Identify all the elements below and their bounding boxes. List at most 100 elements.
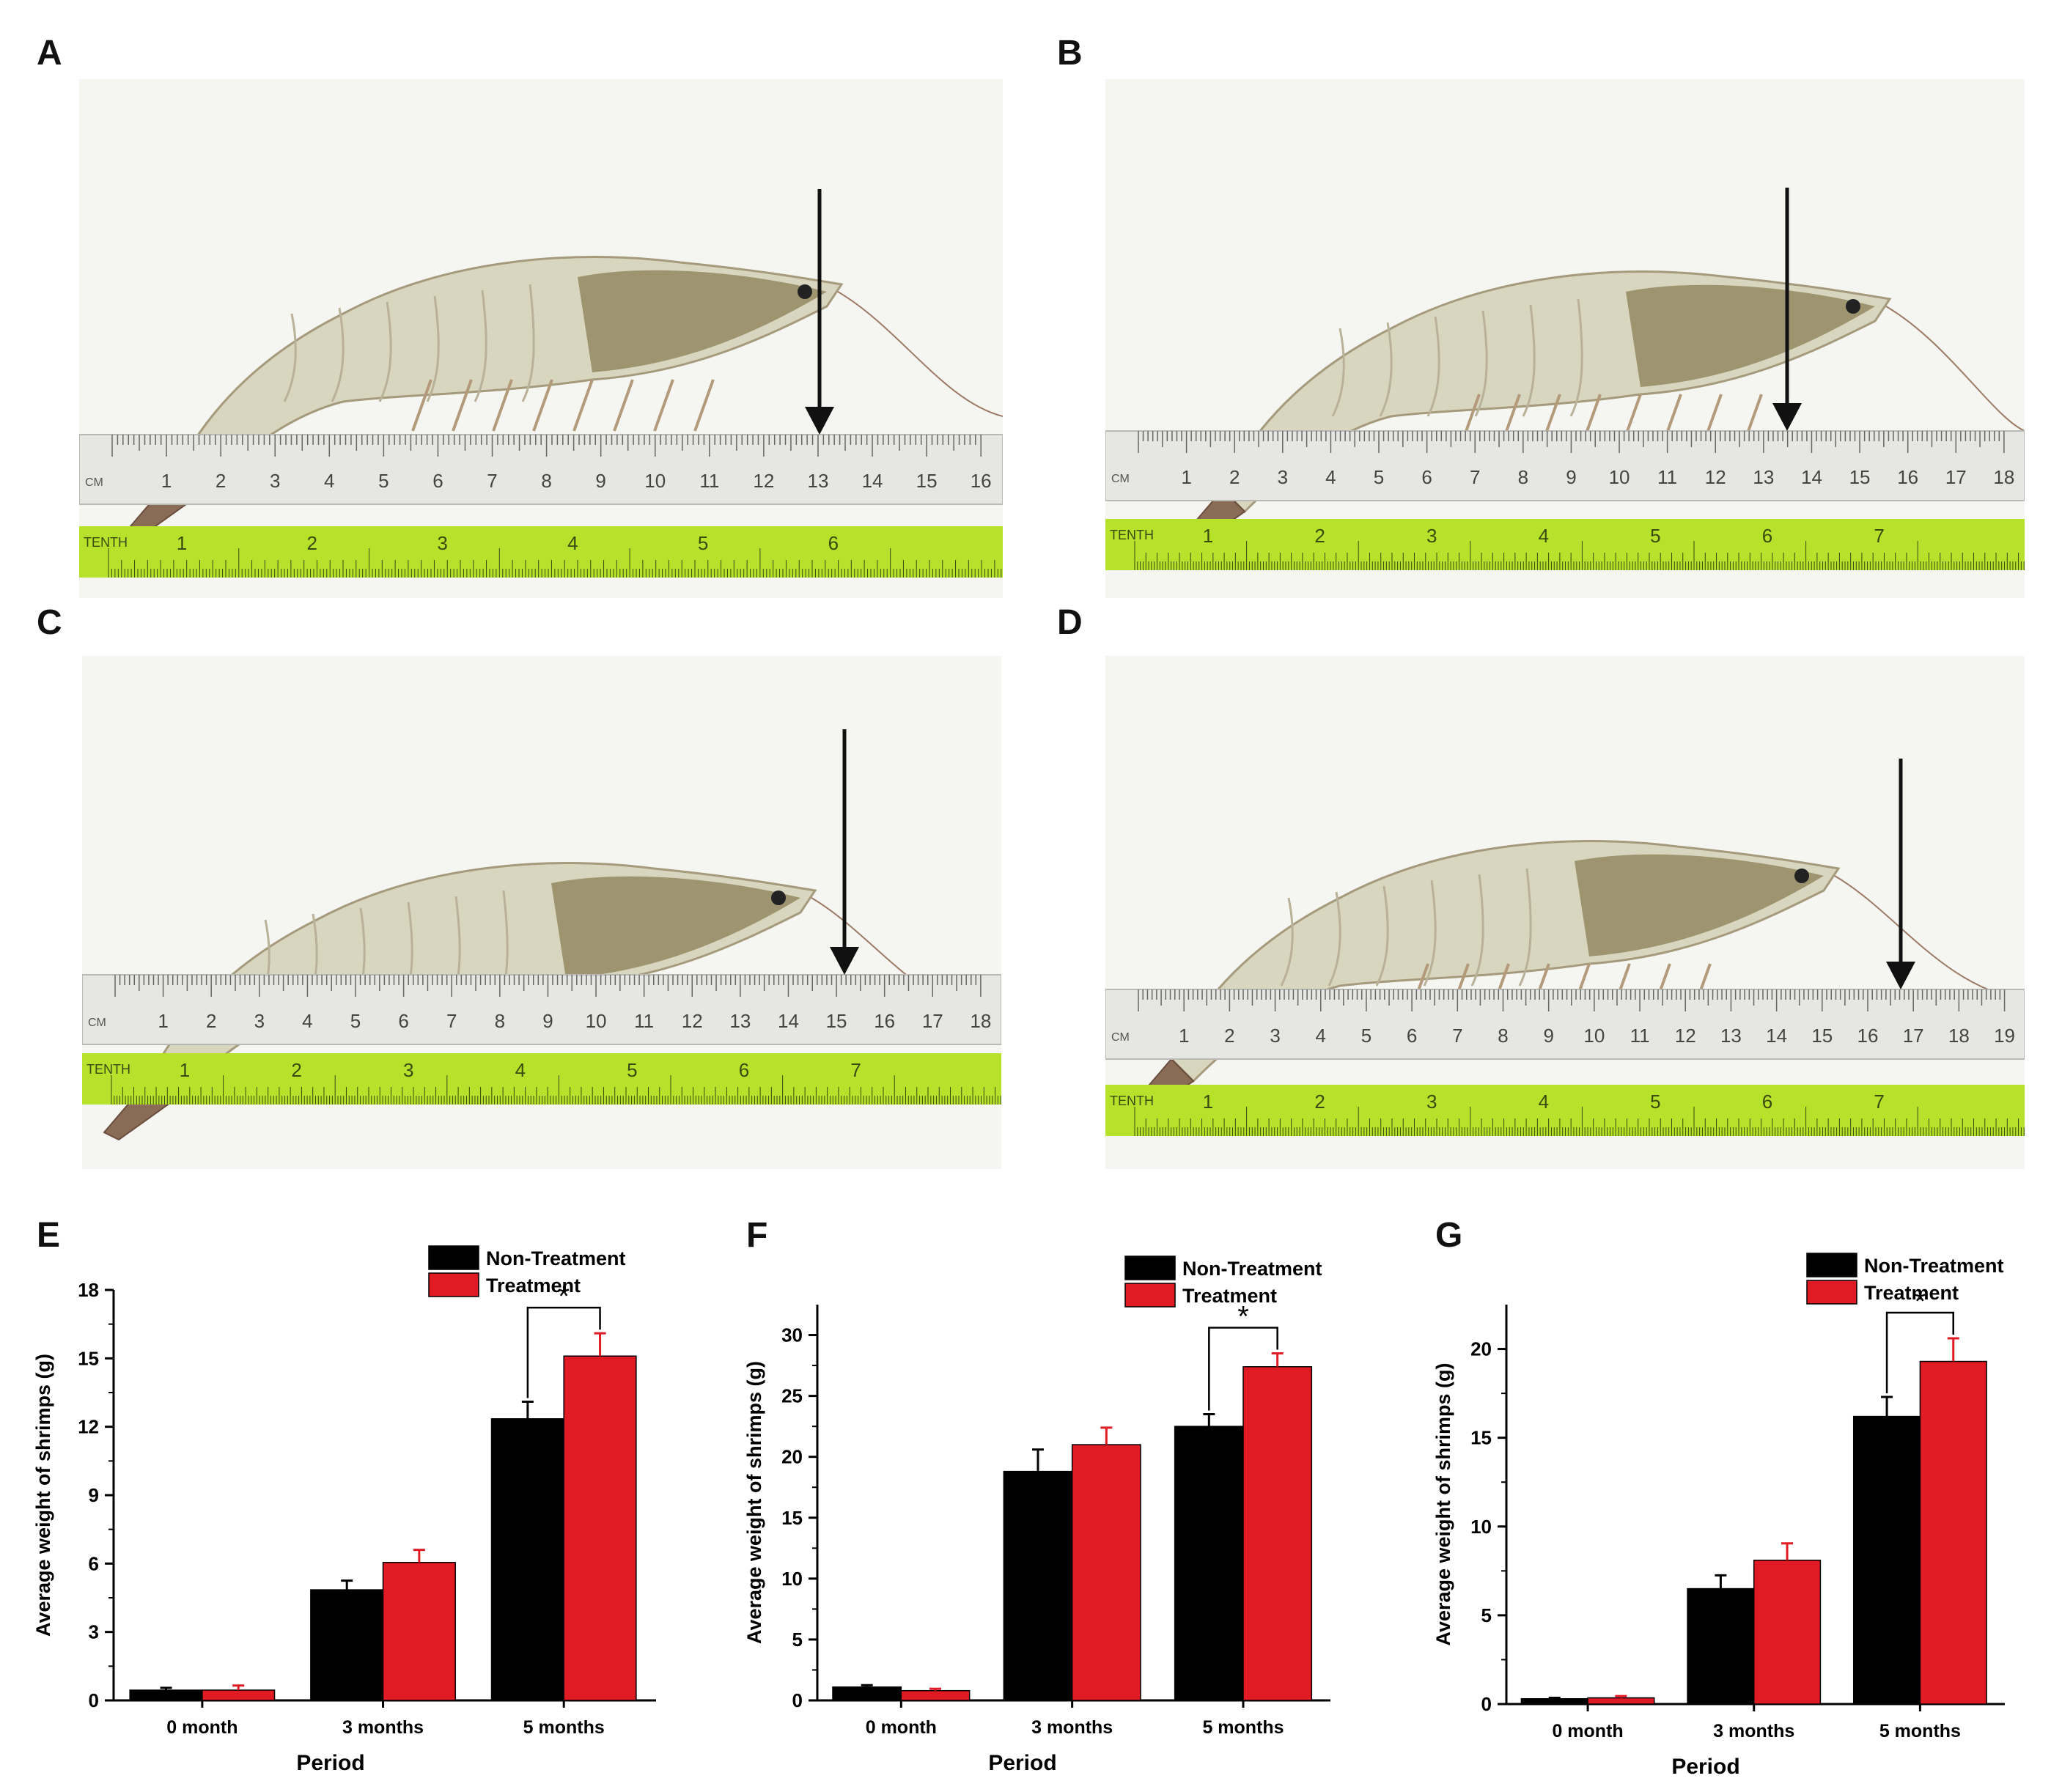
length-arrow-head	[1886, 962, 1915, 989]
length-arrow-head	[830, 947, 859, 975]
shrimp-photo-d: CM 1 2 3 4 5 6 7 8 9 10 11 12 13 14 15 16 17 18 19 TENTH 1 2 3 4…	[1105, 656, 2025, 1169]
cm-ruler-unit: CM	[88, 1017, 106, 1029]
cm-ruler-label: 2	[206, 1010, 216, 1032]
shrimp-segment-line	[426, 295, 440, 402]
bar-non-treatment-5-months	[1852, 1415, 1921, 1705]
y-tick-label: 3	[89, 1621, 99, 1643]
panel-letter-f: F	[746, 1216, 768, 1255]
y-tick-label: 30	[781, 1324, 803, 1346]
cm-ruler-label: 8	[495, 1010, 505, 1032]
shrimp-antenna	[1885, 306, 2025, 432]
tenth-tape-number: 5	[698, 532, 708, 554]
bar-non-treatment-3-months	[1687, 1588, 1755, 1705]
tenth-tape-number: 2	[307, 532, 317, 554]
cm-ruler	[1105, 430, 2025, 501]
cm-ruler-label: 10	[586, 1010, 607, 1032]
cm-ruler-label: 16	[971, 470, 992, 492]
cm-ruler-label: 15	[1811, 1025, 1833, 1047]
cm-ruler-label: 12	[1675, 1025, 1696, 1047]
shrimp	[129, 256, 1003, 535]
shrimp-eye	[771, 891, 786, 905]
cm-ruler-label: 10	[1583, 1025, 1605, 1047]
tenth-tape-number: 6	[1762, 525, 1772, 547]
bar-non-treatment-5-months	[490, 1418, 564, 1701]
cm-ruler-label: 3	[254, 1010, 265, 1032]
tenth-tape-number: 3	[1426, 525, 1437, 547]
panel-letter-e: E	[37, 1216, 61, 1255]
x-axis-label: Period	[988, 1751, 1056, 1775]
y-tick-label: 5	[1481, 1604, 1492, 1626]
cm-ruler-label: 4	[302, 1010, 312, 1032]
cm-ruler-label: 1	[1181, 466, 1191, 488]
tenth-tape	[79, 526, 1003, 578]
x-tick-label: 0 month	[1552, 1721, 1623, 1741]
tenth-tape-number: 5	[627, 1059, 637, 1081]
cm-ruler-label: 9	[542, 1010, 553, 1032]
cm-ruler-label: 6	[1421, 466, 1432, 488]
y-tick-label: 9	[89, 1484, 99, 1506]
cm-ruler-unit: CM	[1111, 473, 1130, 485]
cm-ruler	[1105, 989, 2025, 1060]
bar-treatment-3-months	[1753, 1560, 1822, 1705]
legend-swatch-treatment	[1806, 1280, 1857, 1305]
cm-ruler-label: 16	[874, 1010, 895, 1032]
y-tick-label: 0	[1481, 1693, 1492, 1715]
cm-ruler-label: 18	[1948, 1025, 1970, 1047]
shrimp-photo-b: CM 1 2 3 4 5 6 7 8 9 10 11 12 13 14 15 16 17 18 TENTH 1 2 3 4 5 6…	[1105, 79, 2025, 598]
significance-asterisk: *	[558, 1280, 570, 1313]
length-arrow-head	[805, 407, 834, 435]
x-tick-label: 0 month	[866, 1717, 937, 1738]
y-tick-label: 15	[78, 1347, 99, 1369]
y-tick-label: 0	[89, 1689, 99, 1711]
cm-ruler-label: 6	[432, 470, 443, 492]
cm-ruler-label: 19	[1994, 1025, 2015, 1047]
cm-ruler-label: 3	[1270, 1025, 1280, 1047]
panel-letter-b: B	[1057, 34, 1083, 73]
tenth-tape-number: 6	[739, 1059, 749, 1081]
tenth-tape-number: 7	[850, 1059, 861, 1081]
cm-ruler-label: 8	[541, 470, 551, 492]
cm-ruler-label: 11	[699, 470, 719, 492]
cm-ruler-label: 13	[1753, 466, 1774, 488]
tenth-tape-number: 6	[828, 532, 839, 554]
x-tick-label: 5 months	[1879, 1721, 1961, 1741]
bar-treatment-5-months	[1919, 1360, 1987, 1705]
shrimp-eye	[1794, 869, 1809, 883]
cm-ruler-label: 13	[1720, 1025, 1742, 1047]
cm-ruler-label: 5	[378, 470, 389, 492]
shrimp-segment-line	[1518, 868, 1532, 987]
panel-letter-c: C	[37, 603, 62, 642]
legend-label-treatment: Treatment	[1864, 1282, 1959, 1304]
cm-ruler-label: 10	[644, 470, 666, 492]
legend-label-treatment: Treatment	[1182, 1285, 1277, 1307]
cm-ruler-label: 3	[1278, 466, 1288, 488]
cm-ruler-label: 1	[158, 1010, 168, 1032]
cm-ruler-label: 11	[1657, 466, 1677, 488]
x-axis-label: Period	[296, 1751, 364, 1775]
cm-ruler-label: 16	[1857, 1025, 1879, 1047]
shrimp-leg	[452, 379, 473, 432]
cm-ruler	[82, 974, 1001, 1045]
shrimp-segment-line	[1426, 316, 1440, 417]
tenth-tape-number: 4	[515, 1059, 526, 1081]
x-tick-label: 3 months	[1031, 1717, 1113, 1738]
x-tick-label: 3 months	[342, 1717, 424, 1738]
tenth-tape-number: 1	[1203, 525, 1213, 547]
chart-g: 0 5 10 15 20 0 month 3 months 5 months * Period Av…	[1422, 1246, 2038, 1788]
tenth-tape-number: 5	[1650, 525, 1660, 547]
y-tick-label: 15	[781, 1507, 803, 1529]
cm-ruler-label: 17	[922, 1010, 943, 1032]
shrimp-segment-line	[1470, 874, 1484, 987]
x-axis-label: Period	[1671, 1755, 1739, 1779]
chart-e: 0 3 6 9 12 15 18 0 month 3 months 5 months * Period…	[22, 1245, 682, 1788]
cm-ruler-label: 14	[1766, 1025, 1787, 1047]
cm-ruler-label: 15	[1849, 466, 1871, 488]
x-tick-label: 5 months	[523, 1717, 605, 1738]
tenth-tape-number: 1	[180, 1059, 190, 1081]
shrimp-segment-line	[1423, 880, 1437, 987]
cm-ruler-label: 5	[350, 1010, 361, 1032]
cm-ruler-label: 15	[916, 470, 938, 492]
significance-asterisk: *	[1237, 1300, 1249, 1332]
shrimp-head	[551, 876, 800, 978]
cm-ruler-label: 3	[270, 470, 280, 492]
